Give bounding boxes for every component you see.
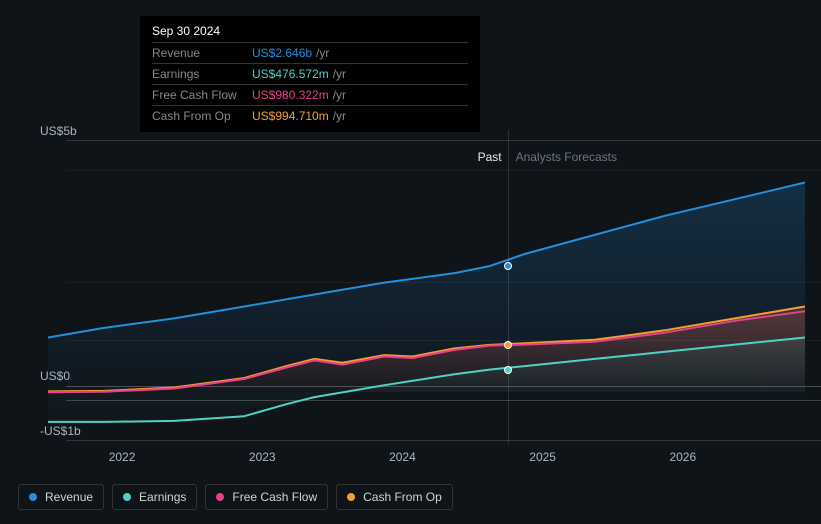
tooltip-row: Free Cash Flow US$980.322m /yr <box>152 84 468 105</box>
chart-marker <box>504 366 512 374</box>
legend-dot-icon <box>29 493 37 501</box>
chart-tooltip: Sep 30 2024 Revenue US$2.646b /yr Earnin… <box>140 16 480 132</box>
chart-legend: Revenue Earnings Free Cash Flow Cash Fro… <box>18 484 453 510</box>
tooltip-metric-value: US$994.710m <box>252 109 329 123</box>
legend-dot-icon <box>347 493 355 501</box>
legend-label: Earnings <box>139 490 186 504</box>
legend-item-revenue[interactable]: Revenue <box>18 484 104 510</box>
x-tick-label: 2023 <box>249 450 276 464</box>
legend-item-free-cash-flow[interactable]: Free Cash Flow <box>205 484 328 510</box>
past-label: Past <box>478 150 502 164</box>
legend-dot-icon <box>216 493 224 501</box>
legend-label: Free Cash Flow <box>232 490 317 504</box>
tooltip-metric-value: US$980.322m <box>252 88 329 102</box>
gridline <box>66 440 821 441</box>
tooltip-metric-unit: /yr <box>316 46 329 60</box>
tooltip-metric-unit: /yr <box>333 109 346 123</box>
tooltip-metric-unit: /yr <box>333 88 346 102</box>
x-tick-label: 2024 <box>389 450 416 464</box>
legend-item-cash-from-op[interactable]: Cash From Op <box>336 484 453 510</box>
legend-dot-icon <box>123 493 131 501</box>
past-forecast-divider <box>508 130 509 444</box>
tooltip-metric-label: Cash From Op <box>152 109 252 123</box>
tooltip-metric-value: US$476.572m <box>252 67 329 81</box>
x-tick-label: 2022 <box>109 450 136 464</box>
tooltip-date: Sep 30 2024 <box>152 24 468 42</box>
chart-marker <box>504 262 512 270</box>
legend-label: Revenue <box>45 490 93 504</box>
tooltip-metric-label: Earnings <box>152 67 252 81</box>
tooltip-metric-label: Free Cash Flow <box>152 88 252 102</box>
legend-item-earnings[interactable]: Earnings <box>112 484 197 510</box>
chart-marker <box>504 341 512 349</box>
tooltip-metric-label: Revenue <box>152 46 252 60</box>
tooltip-row: Earnings US$476.572m /yr <box>152 63 468 84</box>
legend-label: Cash From Op <box>363 490 442 504</box>
chart-plot[interactable] <box>48 130 805 440</box>
x-tick-label: 2025 <box>529 450 556 464</box>
tooltip-metric-value: US$2.646b <box>252 46 312 60</box>
tooltip-row: Cash From Op US$994.710m /yr <box>152 105 468 126</box>
forecast-label: Analysts Forecasts <box>516 150 617 164</box>
tooltip-metric-unit: /yr <box>333 67 346 81</box>
x-tick-label: 2026 <box>669 450 696 464</box>
tooltip-row: Revenue US$2.646b /yr <box>152 42 468 63</box>
